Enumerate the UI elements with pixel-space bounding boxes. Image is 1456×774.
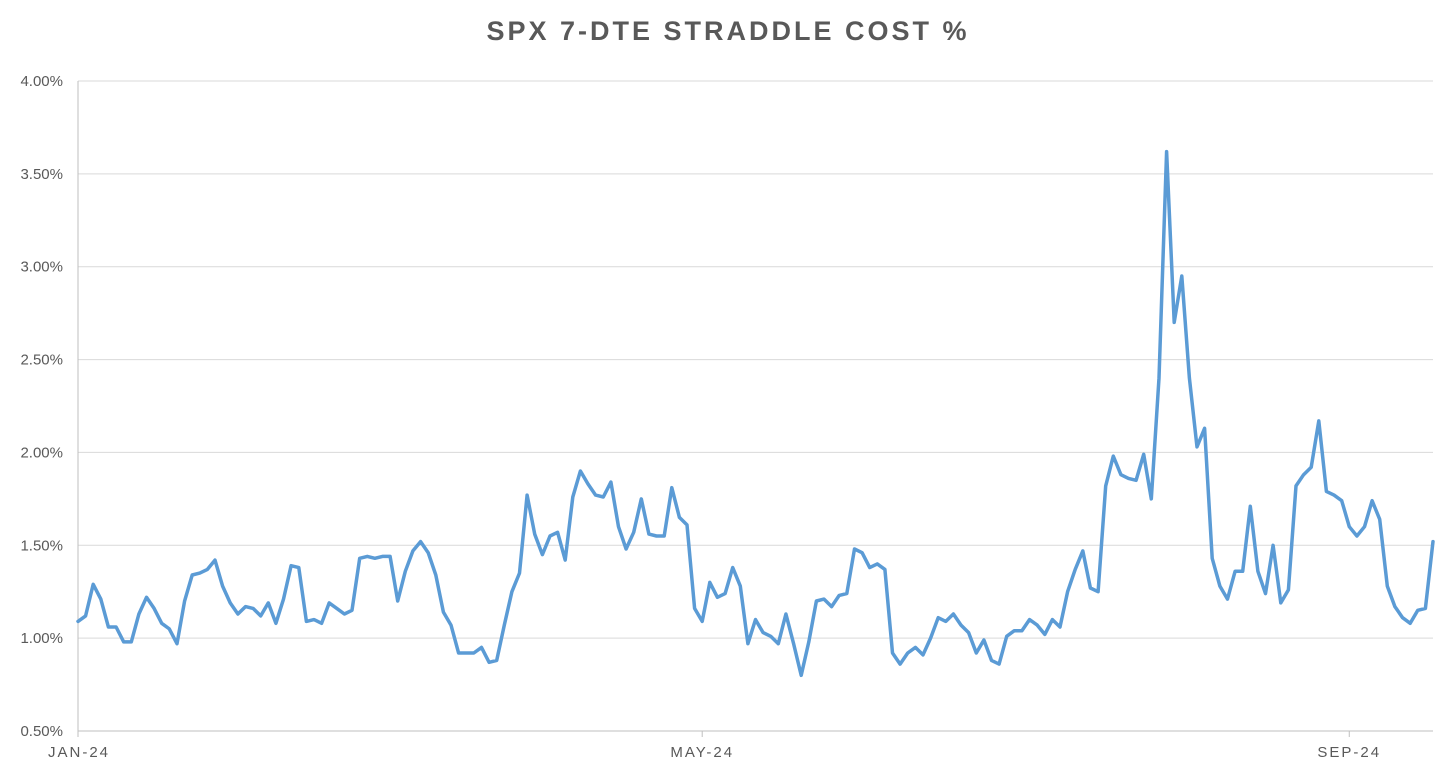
y-tick-labels: 0.50% 1.00% 1.50% 2.00% 2.50% 3.00% 3.50% 4.00% (20, 73, 63, 740)
x-tick-label: JAN-24 (48, 744, 110, 761)
gridlines (78, 80, 1433, 732)
x-tick-label: SEP-24 (1317, 744, 1381, 761)
y-tick-label: 3.00% (20, 259, 63, 276)
y-tick-label: 1.00% (20, 630, 63, 647)
y-tick-label: 2.00% (20, 444, 63, 461)
y-tick-label: 4.00% (20, 73, 63, 90)
y-tick-label: 1.50% (20, 537, 63, 554)
y-tick-label: 2.50% (20, 352, 63, 369)
series (76, 149, 1435, 678)
x-tick-label: MAY-24 (670, 744, 734, 761)
chart-title: SPX 7-DTE STRADDLE COST % (486, 16, 970, 46)
y-tick-label: 3.50% (20, 166, 63, 183)
x-tick-labels: JAN-24 MAY-24 SEP-24 (48, 744, 1381, 761)
series-line-straddle-cost (76, 149, 1435, 678)
y-tick-label: 0.50% (20, 723, 63, 740)
